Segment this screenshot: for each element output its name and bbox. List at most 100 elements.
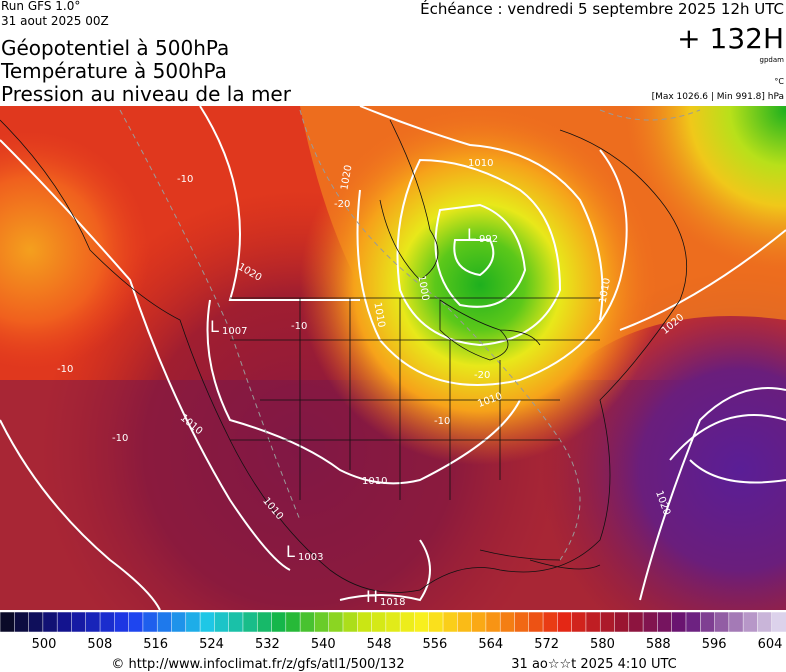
- colorbar-swatch: [642, 611, 659, 633]
- colorbar-swatch: [700, 611, 716, 633]
- colorbar-label: 596: [702, 637, 727, 652]
- colorbar-swatch: [485, 611, 501, 633]
- pressure-range: [Max 1026.6 | Min 991.8] hPa: [652, 92, 784, 102]
- lead-time: + 132H: [677, 22, 784, 55]
- run-label: Run GFS 1.0°: [1, 0, 80, 13]
- temperature-label: -20: [334, 199, 350, 210]
- colorbar-swatch: [14, 611, 30, 633]
- colorbar-label: 572: [534, 637, 559, 652]
- run-date: 31 aout 2025 00Z: [1, 14, 109, 28]
- map: [0, 105, 786, 611]
- colorbar-swatch: [314, 611, 330, 633]
- colorbar-swatch: [185, 611, 201, 633]
- colorbar-swatch: [214, 611, 230, 633]
- isobar-label: 1020: [339, 164, 354, 191]
- colorbar-label: 508: [87, 637, 112, 652]
- colorbar-swatch: [685, 611, 702, 633]
- title: Pression au niveau de la mer: [1, 82, 292, 106]
- pressure-center-letter: H: [366, 587, 378, 606]
- colorbar-swatch: [757, 611, 773, 633]
- colorbar-label: 604: [758, 637, 783, 652]
- isobar-label: 1010: [371, 301, 386, 328]
- colorbar-swatch: [99, 611, 116, 633]
- pressure-center-letter: L: [467, 225, 476, 244]
- colorbar-swatch: [28, 611, 44, 633]
- colorbar-swatch: [299, 611, 316, 633]
- colorbar-swatch: [557, 611, 573, 633]
- pressure-center-value: 1007: [222, 326, 247, 337]
- colorbar-swatch: [128, 611, 144, 633]
- colorbar-swatch: [242, 611, 258, 633]
- temperature-label: -10: [434, 416, 450, 427]
- pressure-center-value: 1018: [380, 597, 405, 608]
- temperature-label: -10: [57, 364, 73, 375]
- colorbar-swatch: [385, 611, 401, 633]
- isobar-label: 1000: [415, 275, 430, 302]
- pressure-center-letter: L: [210, 317, 219, 336]
- colorbar: 500 508 516 524 532 540 548 556 564 572 580 588 596 6…: [0, 611, 786, 652]
- colorbar-swatch: [357, 611, 373, 633]
- header: Run GFS 1.0° 31 aout 2025 00Z Échéance :…: [0, 0, 784, 106]
- colorbar-swatch: [628, 611, 644, 633]
- colorbar-swatch: [114, 611, 130, 633]
- colorbar-swatch: [571, 611, 587, 633]
- temperature-label: -10: [177, 174, 193, 185]
- height-unit: gpdam: [760, 56, 785, 64]
- colorbar-label: 516: [143, 637, 168, 652]
- colorbar-swatch: [542, 611, 559, 633]
- colorbar-swatch: [342, 611, 359, 633]
- footer-source: © http://www.infoclimat.fr/z/gfs/atl1/50…: [111, 657, 404, 672]
- colorbar-swatch: [442, 611, 459, 633]
- colorbar-swatch: [514, 611, 530, 633]
- isobar-label: 1010: [598, 277, 613, 304]
- forecast-time: Échéance : vendredi 5 septembre 2025 12h…: [420, 0, 784, 18]
- colorbar-swatch: [199, 611, 216, 633]
- colorbar-swatch: [457, 611, 473, 633]
- isobar-label: 1010: [362, 476, 387, 487]
- isobar-label: 1010: [468, 158, 493, 169]
- colorbar-swatch: [585, 611, 601, 633]
- pressure-center-letter: L: [286, 542, 295, 561]
- colorbar-swatch: [328, 611, 344, 633]
- pressure-center-value: 1003: [298, 552, 323, 563]
- colorbar-label: 524: [199, 637, 224, 652]
- colorbar-swatch: [271, 611, 287, 633]
- colorbar-swatch: [42, 611, 58, 633]
- colorbar-swatch: [171, 611, 187, 633]
- colorbar-label: 548: [367, 637, 392, 652]
- colorbar-label: 532: [255, 637, 280, 652]
- colorbar-swatch: [371, 611, 387, 633]
- title: Température à 500hPa: [0, 59, 227, 83]
- pressure-center-value: 992: [479, 234, 498, 245]
- colorbar-label: 588: [646, 637, 671, 652]
- colorbar-swatch: [142, 611, 158, 633]
- colorbar-swatch: [742, 611, 759, 633]
- colorbar-swatch: [728, 611, 744, 633]
- colorbar-swatch: [256, 611, 273, 633]
- colorbar-swatch: [414, 611, 430, 633]
- colorbar-label: 556: [423, 637, 448, 652]
- temperature-label: -10: [291, 321, 307, 332]
- temperature-label: -20: [474, 370, 490, 381]
- colorbar-swatch: [285, 611, 301, 633]
- title: Géopotentiel à 500hPa: [1, 36, 229, 60]
- temperature-label: -10: [112, 433, 128, 444]
- colorbar-swatch: [399, 611, 416, 633]
- colorbar-swatch: [771, 611, 786, 633]
- colorbar-swatch: [0, 611, 16, 633]
- colorbar-swatch: [714, 611, 730, 633]
- colorbar-swatch: [228, 611, 244, 633]
- colorbar-swatch: [85, 611, 101, 633]
- colorbar-swatch: [71, 611, 87, 633]
- colorbar-label: 564: [478, 637, 503, 652]
- colorbar-swatch: [599, 611, 616, 633]
- colorbar-swatch: [528, 611, 544, 633]
- footer-timestamp: 31 ao☆☆t 2025 4:10 UTC: [511, 657, 676, 672]
- colorbar-swatch: [499, 611, 516, 633]
- colorbar-swatch: [657, 611, 673, 633]
- colorbar-swatch: [156, 611, 173, 633]
- colorbar-label: 580: [590, 637, 615, 652]
- colorbar-swatch: [671, 611, 687, 633]
- colorbar-label: 540: [311, 637, 336, 652]
